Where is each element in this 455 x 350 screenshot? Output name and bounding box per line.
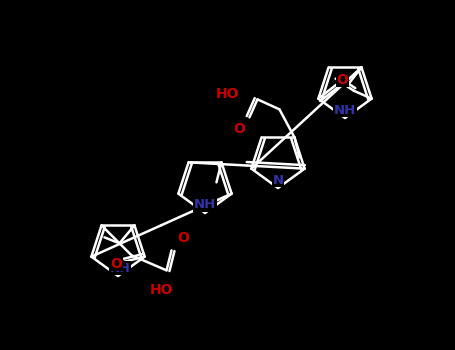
Text: O: O <box>111 257 122 271</box>
Text: NH: NH <box>334 104 356 117</box>
Text: NH: NH <box>110 261 131 274</box>
Text: NH: NH <box>194 198 216 211</box>
Text: HO: HO <box>150 284 173 298</box>
Text: N: N <box>273 174 283 187</box>
Text: O: O <box>336 73 349 87</box>
Text: O: O <box>233 122 245 136</box>
Text: O: O <box>177 231 189 245</box>
Text: HO: HO <box>216 88 239 102</box>
